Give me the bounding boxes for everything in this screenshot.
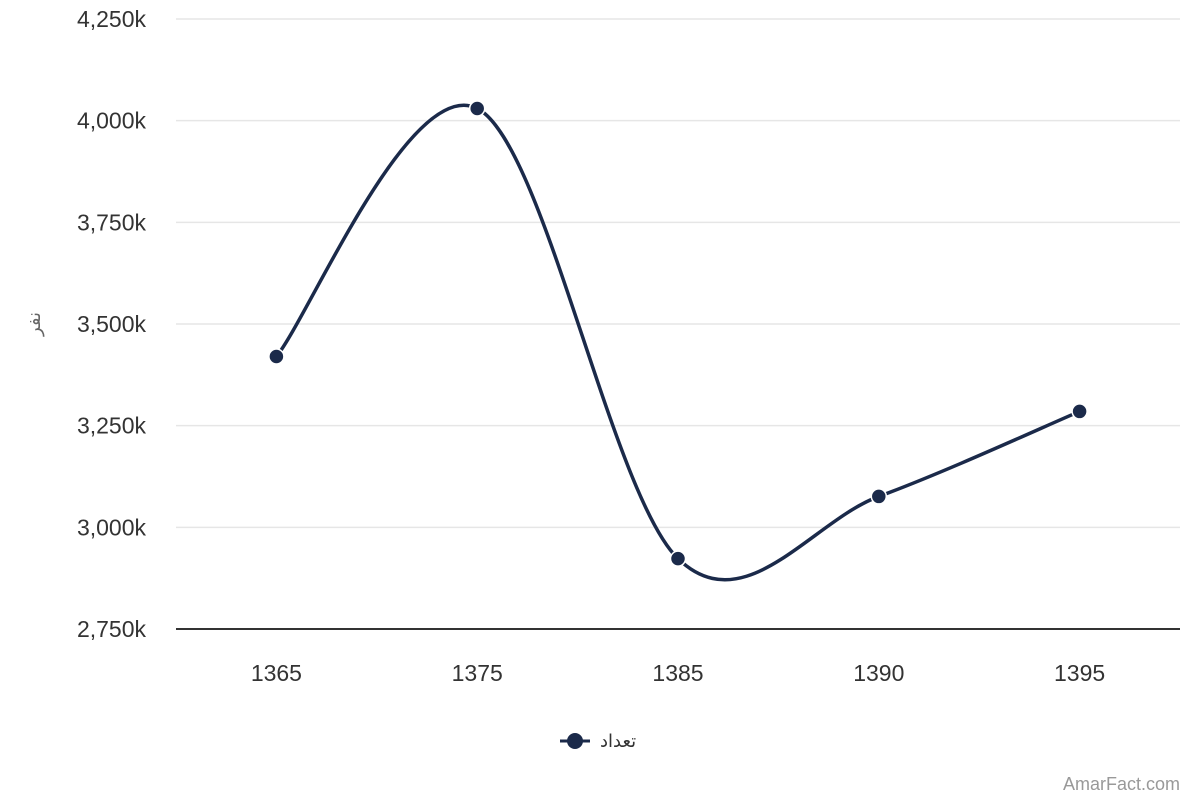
x-tick-label: 1390 [853,660,904,686]
y-tick-label: 2,750k [77,616,147,642]
x-tick-label: 1395 [1054,660,1105,686]
credit-link[interactable]: AmarFact.com [1063,774,1180,794]
x-tick-label: 1385 [652,660,703,686]
data-point[interactable] [268,348,285,365]
data-point[interactable] [1071,403,1088,420]
y-axis-label: نفر [24,312,45,337]
x-axis-ticks: 1365 1375 1385 1390 1395 [251,660,1105,686]
series-layer [268,100,1088,582]
legend-label: تعداد [600,731,636,752]
series-line [275,103,1081,582]
y-tick-label: 3,250k [77,413,147,439]
data-point[interactable] [468,100,486,117]
y-tick-label: 3,500k [77,311,147,337]
legend-point-marker [567,733,583,749]
y-axis-ticks: 2,750k 3,000k 3,250k 3,500k 3,750k 4,000k 4,25… [77,6,147,642]
gridlines [176,18,1180,529]
data-point[interactable] [669,550,687,567]
data-point[interactable] [870,488,888,505]
y-tick-label: 4,250k [77,6,147,32]
legend[interactable]: تعداد [560,731,636,752]
x-tick-label: 1365 [251,660,302,686]
y-tick-label: 4,000k [77,108,147,134]
y-tick-label: 3,000k [77,514,147,540]
y-tick-label: 3,750k [77,209,147,235]
x-tick-label: 1375 [452,660,503,686]
